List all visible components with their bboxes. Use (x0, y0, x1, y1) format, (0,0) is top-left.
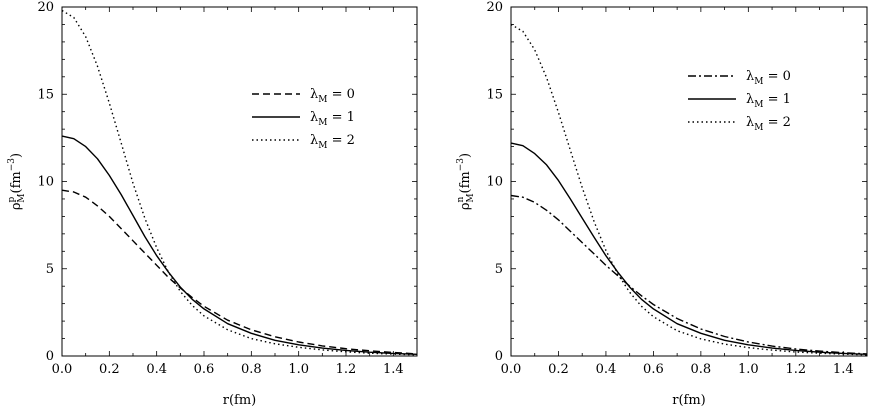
y-tick-label: 5 (495, 262, 503, 277)
x-tick-label: 0.0 (52, 362, 73, 377)
y-tick-label: 0 (46, 349, 54, 364)
y-axis-unit-exp: −3 (456, 158, 466, 172)
x-tick-label: 0.6 (194, 362, 215, 377)
y-tick-label: 10 (37, 175, 54, 190)
series-line-lambda-1 (510, 142, 868, 355)
y-axis-sup: p (7, 196, 17, 202)
x-tick-label: 0.4 (146, 362, 167, 377)
y-axis-title: ρpM(fm−3) (7, 153, 27, 210)
legend-label-lambda-0: λM = 0 (746, 69, 791, 87)
y-axis-unit-exp: −3 (7, 158, 17, 172)
y-tick-label: 20 (486, 0, 503, 15)
plot-frame (510, 6, 868, 357)
x-tick-label: 1.4 (383, 362, 404, 377)
y-tick-label: 0 (495, 349, 503, 364)
y-tick-label: 10 (486, 175, 503, 190)
series-line-lambda-2 (61, 9, 418, 356)
chart-panel-2: 0.0 0.2 0.4 0.6 0.8 1.0 1.2 1.4 0 5 10 15 20 r(fm) ρnM… (456, 0, 868, 408)
x-tick-label: 0.8 (241, 362, 262, 377)
y-tick-label: 15 (37, 87, 54, 102)
y-axis-sub: M (17, 193, 27, 202)
x-tick-label: 1.4 (833, 362, 854, 377)
x-tick-label: 0.0 (501, 362, 522, 377)
y-axis-title: ρnM(fm−3) (456, 153, 476, 210)
y-axis-unit: (fm (458, 171, 473, 193)
legend-label-lambda-1: λM = 1 (310, 110, 355, 128)
x-tick-label: 0.6 (643, 362, 664, 377)
x-axis-title: r(fm) (672, 393, 706, 408)
x-tick-label: 0.4 (596, 362, 617, 377)
series-line-lambda-2 (510, 23, 868, 356)
x-tick-label: 1.0 (288, 362, 309, 377)
y-axis-unit: (fm (9, 171, 24, 193)
series-line-lambda-1 (61, 135, 418, 355)
x-tick-label: 0.2 (99, 362, 120, 377)
legend-label-lambda-2: λM = 2 (310, 133, 355, 151)
chart-panel-1: 0.0 0.2 0.4 0.6 0.8 1.0 1.2 1.4 0 5 10 15 20 r(fm) ρpM… (7, 0, 418, 408)
y-axis-sub: M (466, 193, 476, 202)
x-axis-title: r(fm) (223, 393, 257, 408)
series-line-lambda-0 (510, 194, 868, 355)
y-tick-label: 5 (46, 262, 54, 277)
y-axis-sup: n (456, 196, 466, 202)
y-tick-label: 15 (486, 87, 503, 102)
plot-frame (61, 6, 418, 357)
legend-label-lambda-2: λM = 2 (746, 115, 791, 133)
y-tick-label: 20 (37, 0, 54, 15)
series-line-lambda-0 (61, 189, 418, 355)
x-tick-label: 0.8 (691, 362, 712, 377)
y-axis-symbol: ρ (9, 202, 24, 210)
y-axis-unit-close: ) (458, 153, 473, 158)
legend-label-lambda-1: λM = 1 (746, 92, 791, 110)
x-tick-label: 1.2 (336, 362, 357, 377)
y-axis-symbol: ρ (458, 202, 473, 210)
x-tick-label: 1.0 (738, 362, 759, 377)
x-tick-label: 0.2 (548, 362, 569, 377)
x-tick-label: 1.2 (785, 362, 806, 377)
legend-label-lambda-0: λM = 0 (310, 87, 355, 105)
y-axis-unit-close: ) (9, 153, 24, 158)
